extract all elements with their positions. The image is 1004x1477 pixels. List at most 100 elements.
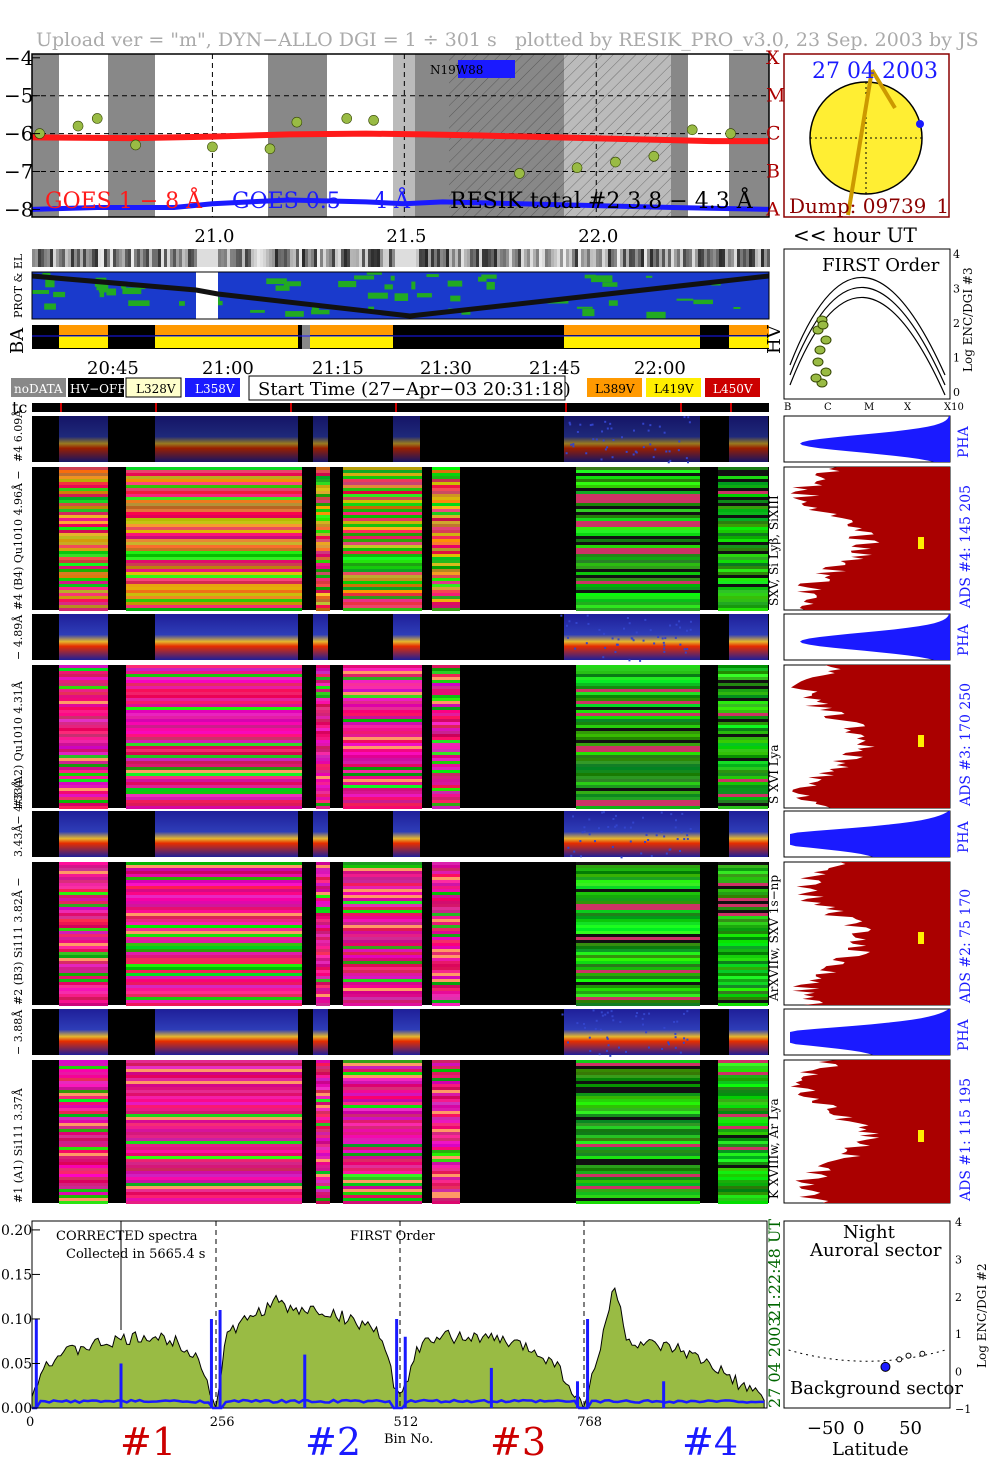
spectrogram-row — [718, 578, 768, 581]
pha-noise — [601, 1014, 604, 1017]
spectrogram-row — [59, 755, 108, 758]
spectrogram-row — [126, 596, 302, 599]
spectrogram-row — [343, 704, 422, 707]
pha-noise — [589, 1049, 592, 1052]
spectrogram-row — [576, 919, 700, 922]
spectrogram-row — [576, 785, 700, 788]
resik-point — [72, 120, 84, 132]
spectrogram-row — [343, 587, 422, 590]
spectrogram-row — [316, 596, 330, 599]
grey-strip — [179, 249, 182, 267]
grey-strip — [698, 249, 701, 267]
spectrogram-row — [343, 761, 422, 764]
spectrogram-row — [432, 548, 460, 551]
pha-noise — [604, 448, 607, 451]
spectrogram-row — [126, 743, 302, 746]
lat-night: Night — [843, 1222, 896, 1243]
spectrogram-row — [316, 530, 330, 533]
spectrogram-row — [126, 1078, 302, 1081]
spectrogram-row — [432, 1135, 460, 1138]
spectrogram-row — [59, 545, 108, 548]
grey-strip — [362, 249, 365, 267]
spectrogram-row — [126, 1102, 302, 1105]
spectrogram-row — [718, 707, 768, 710]
spectrogram-row — [126, 1195, 302, 1198]
spectrogram-row — [126, 797, 302, 800]
spectrogram-row — [343, 931, 422, 934]
grey-strip — [599, 249, 602, 267]
spectrogram-row — [316, 563, 330, 566]
spectrogram-row — [718, 503, 768, 506]
lat-point — [880, 1361, 891, 1372]
grey-strip — [533, 249, 536, 267]
spectrogram-row — [718, 698, 768, 701]
pha-noise — [667, 461, 670, 464]
spectrogram-row — [432, 1084, 460, 1087]
spectrogram-row — [432, 767, 460, 770]
land-patch — [426, 274, 439, 278]
spectrogram-row — [432, 542, 460, 545]
spectrogram-row — [576, 668, 700, 671]
grey-strip — [581, 249, 584, 267]
spectrogram-row — [576, 898, 700, 901]
hv-segment — [59, 325, 108, 335]
spectrogram-row — [718, 515, 768, 518]
grey-strip — [719, 249, 722, 267]
spectrogram-row — [432, 530, 460, 533]
spectrogram-row — [316, 785, 330, 788]
land-patch — [53, 291, 66, 298]
grey-strip — [53, 249, 56, 267]
spectrogram-row — [316, 1144, 330, 1147]
spectrogram-row — [59, 584, 108, 587]
spectrogram-row — [432, 1177, 460, 1180]
spectrogram-row — [316, 952, 330, 955]
spectrogram-row — [576, 1123, 700, 1126]
spectrogram-row — [432, 1003, 460, 1006]
grey-strip — [452, 249, 455, 267]
spectrogram-row — [343, 668, 422, 671]
spectrogram-row — [718, 1183, 768, 1186]
spectrogram-row — [432, 901, 460, 904]
spectrogram-row — [432, 473, 460, 476]
spectrogram-row — [576, 479, 700, 482]
voltage-legend: noDATA HV−OFF L328V L358V Start Time (27… — [11, 375, 760, 401]
spectrogram-row — [343, 476, 422, 479]
spectrogram-row — [432, 919, 460, 922]
pha-noise — [652, 456, 655, 459]
spectrogram-row — [316, 988, 330, 991]
goes-long-label: GOES 1 − 8 Å — [45, 186, 203, 214]
spectrogram-row — [343, 572, 422, 575]
legend-l419: L419V — [654, 382, 694, 396]
spectrogram-row — [316, 970, 330, 973]
spectrogram-row — [576, 503, 700, 506]
spectrogram-row — [432, 967, 460, 970]
spectrogram-row — [432, 889, 460, 892]
spectrogram-row — [576, 554, 700, 557]
grey-strip — [650, 249, 653, 267]
pha-noise — [566, 1041, 569, 1044]
pha-tag: PHA — [956, 820, 972, 853]
spectrogram-row — [718, 1066, 768, 1069]
grey-strip — [149, 249, 152, 267]
spectrogram-row — [343, 524, 422, 527]
spectrogram-row — [126, 961, 302, 964]
pha-noise — [620, 436, 623, 439]
spectrogram-row — [432, 1120, 460, 1123]
spectrogram-row — [718, 1132, 768, 1135]
legend-l389: L389V — [595, 382, 635, 396]
spectrogram-row — [126, 668, 302, 671]
spectrogram-row — [343, 907, 422, 910]
spectrogram-row — [576, 883, 700, 886]
spectrogram-row — [59, 886, 108, 889]
spectrogram-row — [718, 970, 768, 973]
resik-label: RESIK total #2 3.8 − 4.3 Å — [450, 186, 754, 214]
spectrogram-row — [576, 701, 700, 704]
spectrogram-row — [59, 868, 108, 871]
spectrogram-row — [343, 785, 422, 788]
spectrogram-row — [343, 1081, 422, 1084]
spectrogram-row — [718, 1147, 768, 1150]
pha-noise — [629, 826, 632, 829]
spectrogram-row — [343, 725, 422, 728]
spectrogram-row — [343, 698, 422, 701]
track-panel: PROT & EL BA HV — [7, 249, 785, 354]
